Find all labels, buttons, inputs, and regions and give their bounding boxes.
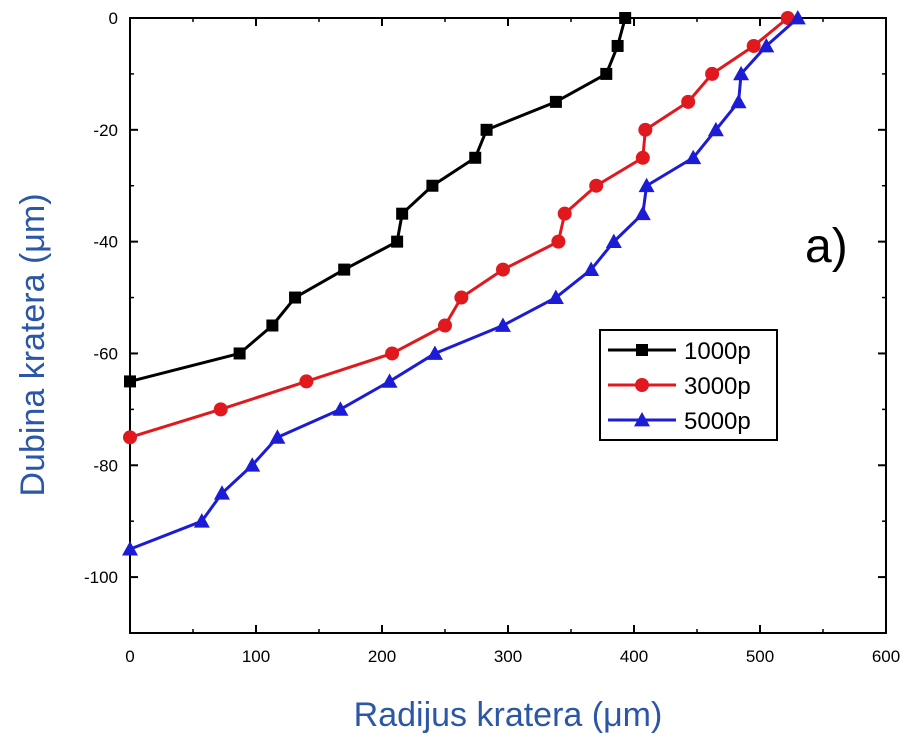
data-point-1000p: [549, 95, 562, 108]
series-5000p: [122, 10, 806, 556]
data-point-3000p: [780, 11, 795, 25]
data-point-3000p: [635, 150, 650, 165]
data-point-3000p: [589, 178, 604, 193]
data-point-5000p: [381, 373, 398, 388]
data-point-5000p: [634, 205, 651, 221]
data-point-1000p: [600, 67, 613, 80]
data-point-5000p: [685, 149, 702, 165]
data-point-5000p: [730, 93, 747, 109]
legend-marker-1000p: [636, 344, 648, 356]
data-point-3000p: [638, 122, 653, 137]
data-point-1000p: [289, 291, 302, 304]
data-point-1000p: [619, 12, 632, 24]
y-axis: 0 -20 -40 -60 -80 -100: [84, 9, 886, 587]
data-point-5000p: [213, 485, 230, 500]
x-tick-label: 200: [368, 647, 396, 666]
y-tick-label: -80: [93, 456, 118, 475]
legend: 1000p 3000p 5000p: [599, 329, 778, 441]
x-tick-label: 300: [494, 647, 522, 666]
data-point-3000p: [557, 206, 572, 221]
data-point-5000p: [583, 261, 600, 276]
data-point-3000p: [705, 66, 720, 81]
data-point-5000p: [707, 121, 724, 137]
x-tick-label: 400: [620, 647, 648, 666]
data-point-5000p: [193, 513, 210, 528]
data-point-5000p: [789, 10, 806, 25]
data-point-5000p: [122, 541, 138, 556]
data-point-3000p: [681, 94, 696, 109]
data-point-5000p: [244, 457, 261, 472]
data-point-5000p: [758, 37, 775, 53]
data-point-1000p: [426, 179, 439, 192]
data-point-5000p: [547, 289, 564, 304]
x-axis-title: Radijus kratera (μm): [354, 696, 663, 734]
y-tick-label: -40: [93, 233, 118, 252]
data-point-3000p: [495, 262, 510, 277]
data-point-3000p: [454, 290, 469, 305]
data-point-5000p: [426, 345, 443, 360]
data-point-3000p: [385, 346, 400, 361]
x-axis: 0 100 200 300 400 500 600: [125, 18, 900, 666]
data-point-5000p: [733, 65, 750, 81]
data-point-3000p: [213, 402, 228, 417]
data-point-5000p: [269, 429, 286, 444]
series-layer: [122, 10, 806, 556]
data-point-3000p: [551, 234, 566, 249]
data-point-1000p: [391, 235, 404, 248]
series-line-3000p: [129, 16, 789, 439]
series-3000p: [123, 11, 795, 445]
data-point-1000p: [396, 207, 409, 220]
data-point-1000p: [469, 151, 482, 164]
legend-marker-5000p: [634, 412, 650, 427]
y-tick-label: 0: [109, 9, 118, 28]
data-point-1000p: [233, 347, 246, 360]
x-tick-label: 500: [746, 647, 774, 666]
data-point-1000p: [124, 375, 136, 388]
data-point-1000p: [338, 263, 351, 276]
legend-label-1000p: 1000p: [684, 338, 751, 365]
data-point-5000p: [332, 401, 349, 416]
legend-label-3000p: 3000p: [684, 373, 751, 400]
data-point-3000p: [746, 38, 761, 53]
y-tick-label: -60: [93, 344, 118, 363]
plot-frame: [129, 17, 887, 634]
data-point-5000p: [494, 317, 511, 332]
legend-label-5000p: 5000p: [684, 408, 751, 435]
legend-marker-3000p: [635, 378, 649, 392]
x-tick-label: 600: [872, 647, 900, 666]
y-tick-label: -100: [84, 568, 118, 587]
panel-label: a): [805, 220, 848, 273]
data-point-1000p: [611, 39, 624, 52]
y-tick-label: -20: [93, 121, 118, 140]
data-point-3000p: [438, 318, 452, 333]
data-point-5000p: [605, 233, 622, 249]
series-1000p: [124, 12, 632, 388]
x-tick-label: 100: [242, 647, 270, 666]
data-point-5000p: [638, 177, 655, 193]
data-point-3000p: [299, 374, 314, 389]
x-tick-label: 0: [125, 647, 134, 666]
data-point-1000p: [266, 319, 279, 332]
data-point-3000p: [123, 430, 137, 445]
y-axis-title: Dubina kratera (μm): [14, 193, 52, 496]
data-point-1000p: [480, 123, 493, 136]
